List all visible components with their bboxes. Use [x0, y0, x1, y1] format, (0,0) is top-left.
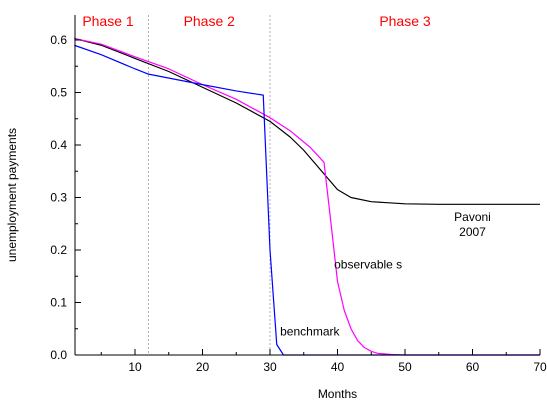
- y-tick-label: 0.2: [50, 243, 67, 257]
- series-line-pavoni-2007: [74, 37, 540, 205]
- y-axis-title: unemployment payments: [5, 128, 19, 262]
- series-layer: [74, 37, 540, 356]
- labels: Months unemployment payments Phase 1 Phase …: [5, 13, 491, 400]
- phase-divider-lines: [148, 15, 271, 355]
- phase-label: Phase 2: [184, 13, 236, 29]
- series-annotation: observable s: [334, 257, 402, 271]
- series-line-benchmark: [74, 44, 540, 356]
- x-tick-label: 20: [196, 360, 210, 374]
- y-tick-label: 0.3: [50, 191, 67, 205]
- x-tick-label: 50: [398, 360, 412, 374]
- phase-label: Phase 3: [379, 13, 431, 29]
- series-annotation: Pavoni: [454, 210, 491, 224]
- y-tick-label: 0.4: [50, 138, 67, 152]
- x-tick-label: 40: [331, 360, 345, 374]
- x-tick-label: 10: [128, 360, 142, 374]
- y-tick-label: 0.0: [50, 348, 67, 362]
- y-tick-label: 0.6: [50, 33, 67, 47]
- x-tick-label: 30: [263, 360, 277, 374]
- x-tick-label: 60: [466, 360, 480, 374]
- series-annotation: benchmark: [280, 325, 340, 339]
- phase-label: Phase 1: [82, 13, 134, 29]
- series-line-observable-s: [74, 37, 540, 356]
- x-axis-title: Months: [318, 387, 357, 400]
- y-tick-label: 0.5: [50, 86, 67, 100]
- y-tick-label: 0.1: [50, 296, 67, 310]
- axes: 10 20 30 40 50 60 70 0.0 0.1 0.2 0.3 0.4 0.5 0.6: [50, 15, 547, 374]
- series-annotation: 2007: [459, 225, 486, 239]
- x-tick-label: 70: [533, 360, 547, 374]
